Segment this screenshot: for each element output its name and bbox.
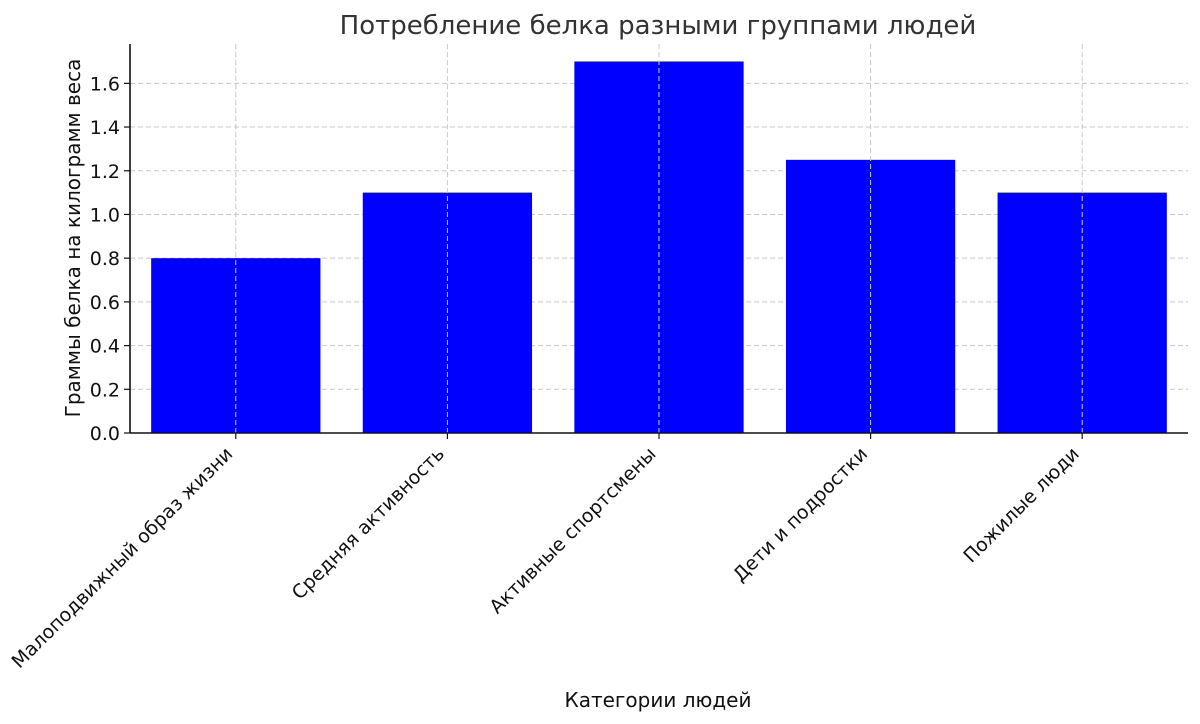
- x-tick-label: Малоподвижный образ жизни: [8, 443, 238, 673]
- x-axis-label: Категории людей: [565, 688, 752, 712]
- x-tick-label: Пожилые люди: [959, 443, 1083, 567]
- y-ticks-layer: 0.0 0.2 0.4 0.6 0.8 1.0 1.2 1.4 1.6: [90, 73, 130, 445]
- x-ticks-layer: Малоподвижный образ жизни Средняя активно…: [8, 433, 1084, 673]
- y-tick-label: 0.4: [90, 336, 120, 358]
- vertical-grid-layer: [235, 44, 1083, 433]
- y-tick-label: 0.0: [90, 423, 120, 445]
- y-tick-label: 1.2: [90, 161, 120, 183]
- y-tick-label: 1.6: [90, 73, 120, 95]
- y-tick-label: 0.2: [90, 379, 120, 401]
- x-tick-label: Активные спортсмены: [485, 443, 660, 618]
- y-tick-label: 0.8: [90, 248, 120, 270]
- x-tick-label: Дети и подростки: [729, 443, 872, 586]
- chart-title: Потребление белка разными группами людей: [340, 11, 977, 41]
- y-tick-label: 1.4: [90, 117, 120, 139]
- y-tick-label: 1.0: [90, 204, 120, 226]
- x-tick-label: Средняя активность: [288, 443, 449, 604]
- y-tick-label: 0.6: [90, 292, 120, 314]
- y-axis-label: Граммы белка на килограмм веса: [61, 59, 85, 418]
